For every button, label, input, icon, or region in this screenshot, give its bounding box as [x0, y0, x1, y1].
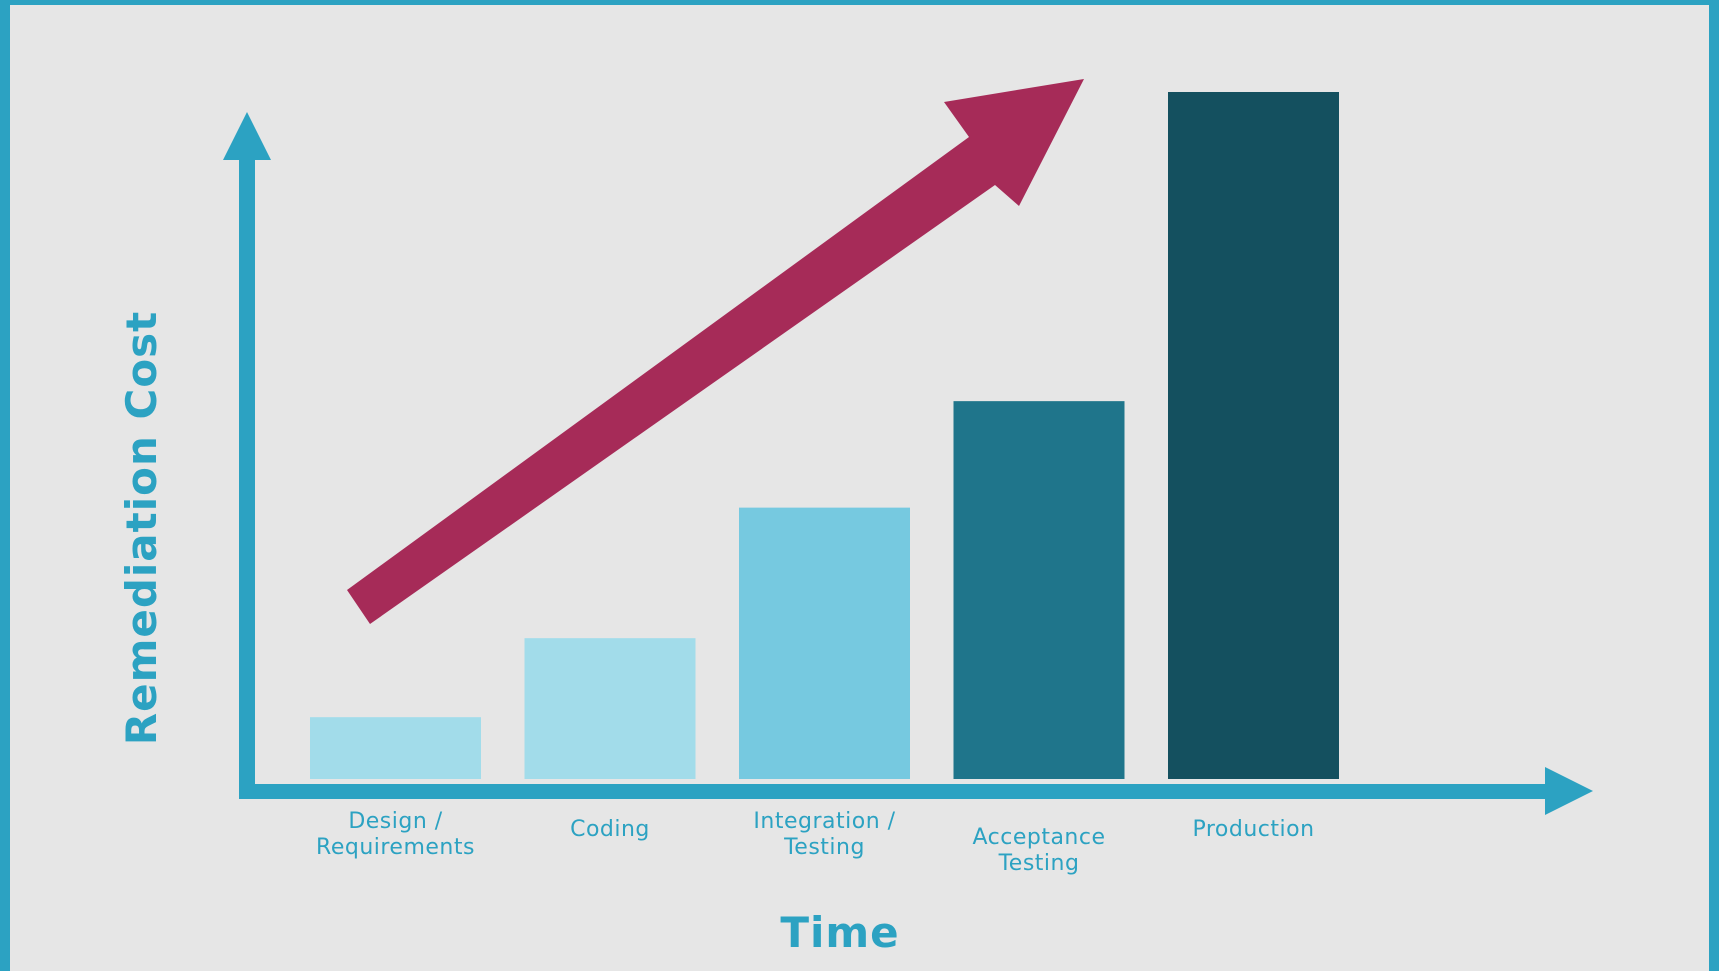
category-label-line: Integration /	[753, 809, 895, 834]
y-axis-title: Remediation Cost	[117, 311, 166, 745]
bar-1	[310, 717, 481, 779]
y-axis-line	[239, 155, 255, 795]
category-label-5: Production	[1192, 817, 1314, 842]
bar-4	[953, 401, 1125, 779]
category-label-line: Testing	[783, 835, 865, 860]
x-axis-arrowhead	[1545, 767, 1593, 815]
bars-layer	[310, 92, 1339, 779]
axes-layer	[223, 112, 1593, 815]
category-label-line: Requirements	[316, 835, 475, 860]
y-axis-arrowhead	[223, 112, 271, 160]
category-label-line: Coding	[570, 817, 650, 842]
category-label-line: Testing	[998, 851, 1080, 876]
category-label-1: Design / Requirements	[316, 809, 475, 860]
category-label-3: Integration / Testing	[753, 809, 895, 860]
category-label-2: Coding	[570, 817, 650, 842]
bar-2	[524, 638, 696, 779]
category-label-line: Design /	[348, 809, 442, 834]
x-axis-line	[239, 784, 1549, 799]
x-axis-title: Time	[780, 908, 899, 957]
category-label-line: Production	[1192, 817, 1314, 842]
trend-arrow-icon	[347, 79, 1084, 624]
bar-3	[739, 507, 910, 779]
bar-5	[1168, 92, 1339, 779]
category-label-line: Acceptance	[972, 825, 1105, 850]
category-label-4: Acceptance Testing	[972, 825, 1105, 876]
